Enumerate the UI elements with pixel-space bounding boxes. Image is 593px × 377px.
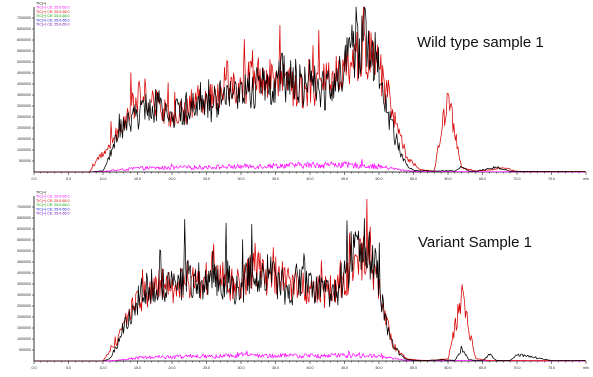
y-tick-label: 6000000 <box>17 227 31 231</box>
x-tick-label: 40.0 <box>307 177 314 181</box>
x-tick-label: 60.0 <box>445 366 452 370</box>
legend-entry: TIC(+) CE: 25.0-65.0 <box>36 195 69 199</box>
series-line <box>34 218 586 362</box>
y-tick-label: 5500000 <box>17 49 31 53</box>
x-tick-label: 30.0 <box>238 366 245 370</box>
legend-entry: TIC(+) CE: 25.0-65.0 <box>36 14 69 18</box>
y-tick-label: 1500000 <box>17 326 31 330</box>
x-tick-label: 25.0 <box>203 366 210 370</box>
x-tick-label: 40.0 <box>307 366 314 370</box>
series-line <box>34 6 586 173</box>
x-tick-label: 60.0 <box>445 177 452 181</box>
legend-entry: TIC(+) CE: 25.0-65.0 <box>36 212 69 216</box>
x-tick-label: 5.0 <box>66 366 71 370</box>
y-tick-label: 2500000 <box>17 115 31 119</box>
x-tick-label: 0.0 <box>32 177 37 181</box>
y-tick-label: 5500000 <box>17 238 31 242</box>
x-tick-label: 65.0 <box>479 177 486 181</box>
series-line <box>34 6 586 173</box>
x-tick-label: 75.0 <box>548 177 555 181</box>
legend-entry: TIC(+) CE: 25.0-65.0 <box>36 23 69 27</box>
legend-entry: TIC(+) CE: 25.0-65.0 <box>36 207 69 211</box>
x-tick-label: 35.0 <box>272 366 279 370</box>
y-tick-label: 2500000 <box>17 304 31 308</box>
y-tick-label: 1500000 <box>17 137 31 141</box>
y-tick-label: 4500000 <box>17 71 31 75</box>
x-tick-label: 0.0 <box>32 366 37 370</box>
x-tick-label: 20.0 <box>169 177 176 181</box>
x-tick-label: 35.0 <box>272 177 279 181</box>
x-tick-label: 65.0 <box>479 366 486 370</box>
series-line <box>34 158 586 173</box>
y-tick-label: 3000000 <box>17 293 31 297</box>
y-tick-label: 4000000 <box>17 271 31 275</box>
x-tick-label: 55.0 <box>410 366 417 370</box>
series-line <box>34 350 586 362</box>
x-tick-label: 55.0 <box>410 177 417 181</box>
y-tick-label: 3500000 <box>17 93 31 97</box>
y-tick-label: 7000000 <box>17 16 31 20</box>
x-tick-label: 30.0 <box>238 177 245 181</box>
y-tick-label: 1000000 <box>17 148 31 152</box>
y-tick-label: 2000000 <box>17 126 31 130</box>
y-tick-label: 6500000 <box>17 27 31 31</box>
y-tick-label: 5000000 <box>17 60 31 64</box>
y-tick-label: 3000000 <box>17 104 31 108</box>
x-tick-label: 15.0 <box>134 177 141 181</box>
x-tick-label: 5.0 <box>66 177 71 181</box>
chromatogram-chart-variant: 500000 1000000 1500000 2000000 2500000 300000… <box>17 191 589 371</box>
x-tick-label: 20.0 <box>169 366 176 370</box>
chart-title: Wild type sample 1 <box>417 34 544 51</box>
legend-entry: TIC(+) <box>36 2 46 6</box>
x-tick-label: 45.0 <box>341 177 348 181</box>
y-tick-label: 4000000 <box>17 82 31 86</box>
x-tick-label: 70.0 <box>514 177 521 181</box>
y-tick-label: 500000 <box>19 348 31 352</box>
x-tick-label: 25.0 <box>203 177 210 181</box>
legend-entry: TIC(+) <box>36 191 46 195</box>
y-tick-label: 3500000 <box>17 282 31 286</box>
y-tick-label: 7000000 <box>17 205 31 209</box>
chart-title: Variant Sample 1 <box>418 234 532 251</box>
x-tick-label: 50.0 <box>376 366 383 370</box>
y-tick-label: 1000000 <box>17 337 31 341</box>
y-tick-label: 6500000 <box>17 216 31 220</box>
x-tick-label: 75.0 <box>548 366 555 370</box>
y-tick-label: 500000 <box>19 159 31 163</box>
chromatogram-chart-wild-type: 500000 1000000 1500000 2000000 2500000 300000… <box>17 2 589 182</box>
y-tick-label: 4500000 <box>17 260 31 264</box>
x-tick-label: 70.0 <box>514 366 521 370</box>
chromatogram-panel-variant: 500000 1000000 1500000 2000000 2500000 300000… <box>0 189 593 377</box>
y-tick-label: 2000000 <box>17 315 31 319</box>
x-tick-label: 45.0 <box>341 366 348 370</box>
legend-entry: TIC(+) CE: 25.0-65.0 <box>36 6 69 10</box>
legend-entry: TIC(+) CE: 25.0-65.0 <box>36 10 69 14</box>
x-tick-label: 50.0 <box>376 177 383 181</box>
x-tick-label: 10.0 <box>100 177 107 181</box>
x-tick-label: 10.0 <box>100 366 107 370</box>
y-tick-label: 5000000 <box>17 249 31 253</box>
y-tick-label: 6000000 <box>17 38 31 42</box>
series-line <box>34 198 586 362</box>
x-tick-label: 15.0 <box>134 366 141 370</box>
legend-entry: TIC(+) CE: 25.0-65.0 <box>36 203 69 207</box>
legend-entry: TIC(+) CE: 25.0-65.0 <box>36 18 69 22</box>
x-tick-label: min <box>583 366 589 370</box>
chromatogram-panel-wild-type: 500000 1000000 1500000 2000000 2500000 300000… <box>0 0 593 188</box>
legend-entry: TIC(+) CE: 25.0-65.0 <box>36 199 69 203</box>
x-tick-label: min <box>583 177 589 181</box>
